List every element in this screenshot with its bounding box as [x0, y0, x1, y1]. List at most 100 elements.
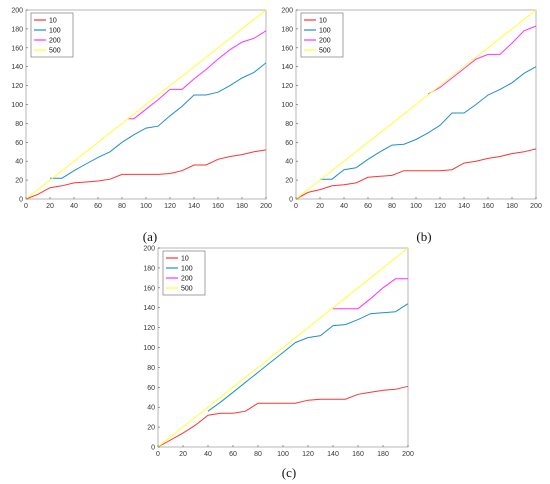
y-tick-label: 40 — [285, 159, 293, 166]
x-tick-label: 120 — [434, 203, 446, 210]
y-tick-label: 0 — [151, 445, 155, 452]
y-tick-label: 160 — [281, 45, 293, 52]
series-lines — [157, 247, 409, 448]
series-line-500 — [157, 247, 409, 448]
series-line-200 — [333, 278, 408, 310]
y-tick-label: 120 — [11, 83, 23, 90]
x-tick-label: 180 — [236, 203, 248, 210]
x-tick-label: 80 — [118, 203, 126, 210]
axes: 0 20 40 60 80 100 120 140 160 180 2000204060801001… — [281, 8, 542, 211]
legend-label-100: 100 — [181, 266, 193, 273]
x-tick-label: 0 — [294, 203, 298, 210]
x-tick-label: 0 — [24, 203, 28, 210]
legend-label-100: 100 — [49, 28, 61, 35]
y-tick-label: 80 — [147, 365, 155, 372]
x-tick-label: 140 — [458, 203, 470, 210]
legend-label-200: 200 — [181, 276, 193, 283]
x-tick-label: 180 — [506, 203, 518, 210]
x-tick-label: 160 — [482, 203, 494, 210]
y-tick-label: 200 — [281, 8, 293, 15]
y-tick-label: 20 — [285, 178, 293, 185]
y-tick-label: 100 — [143, 345, 155, 352]
x-tick-label: 100 — [277, 451, 289, 458]
chart-caption: (b) — [416, 229, 431, 244]
x-tick-label: 60 — [94, 203, 102, 210]
series-line-500 — [295, 9, 537, 200]
y-tick-label: 80 — [285, 121, 293, 128]
y-tick-label: 160 — [11, 45, 23, 52]
legend-label-500: 500 — [49, 48, 61, 55]
series-line-100 — [50, 62, 267, 179]
x-tick-label: 0 — [156, 451, 160, 458]
y-tick-label: 40 — [147, 405, 155, 412]
axes: 0 20 40 60 80 100 120 140 160 180 2000204060801001… — [11, 8, 272, 211]
legend-label-10: 10 — [319, 18, 327, 25]
x-tick-label: 60 — [364, 203, 372, 210]
x-tick-label: 80 — [388, 203, 396, 210]
x-tick-label: 40 — [70, 203, 78, 210]
x-tick-label: 100 — [140, 203, 152, 210]
chart-caption: (a) — [143, 229, 157, 244]
y-tick-label: 60 — [285, 140, 293, 147]
legend: 10 100 200 500 — [30, 12, 74, 58]
x-tick-label: 160 — [212, 203, 224, 210]
series-line-500 — [25, 9, 267, 200]
x-tick-label: 140 — [327, 451, 339, 458]
x-tick-label: 200 — [260, 203, 272, 210]
axes: 0 20 40 60 80 100 120 140 160 180 2000204060801001… — [143, 246, 414, 459]
series-line-10 — [25, 149, 267, 200]
y-tick-label: 160 — [143, 285, 155, 292]
legend-label-100: 100 — [319, 28, 331, 35]
y-tick-label: 0 — [289, 197, 293, 204]
x-tick-label: 160 — [352, 451, 364, 458]
legend-label-500: 500 — [319, 48, 331, 55]
legend-label-200: 200 — [49, 38, 61, 45]
y-tick-label: 20 — [147, 425, 155, 432]
legend: 10 100 200 500 — [162, 250, 206, 296]
chart-1: 0 20 40 60 80 100 120 140 160 180 2000204060801001… — [11, 8, 272, 245]
series-line-100 — [207, 303, 409, 412]
y-tick-label: 140 — [281, 64, 293, 71]
legend-label-10: 10 — [181, 256, 189, 263]
y-tick-label: 140 — [143, 305, 155, 312]
y-tick-label: 180 — [143, 265, 155, 272]
series-lines — [25, 9, 267, 200]
chart-3: 0 20 40 60 80 100 120 140 160 180 2000204060801001… — [143, 246, 414, 481]
series-line-100 — [320, 66, 537, 180]
series-line-10 — [157, 385, 409, 448]
y-tick-label: 180 — [281, 26, 293, 33]
x-tick-label: 100 — [410, 203, 422, 210]
chart-2: 0 20 40 60 80 100 120 140 160 180 2000204060801001… — [281, 8, 542, 245]
x-tick-label: 180 — [377, 451, 389, 458]
y-tick-label: 80 — [15, 121, 23, 128]
x-tick-label: 140 — [188, 203, 200, 210]
series-line-10 — [295, 148, 537, 200]
y-tick-label: 120 — [281, 83, 293, 90]
x-tick-label: 120 — [302, 451, 314, 458]
y-tick-label: 20 — [15, 178, 23, 185]
y-tick-label: 200 — [11, 8, 23, 15]
x-tick-label: 20 — [179, 451, 187, 458]
x-tick-label: 120 — [164, 203, 176, 210]
legend: 10 100 200 500 — [300, 12, 344, 58]
x-tick-label: 40 — [204, 451, 212, 458]
legend-label-500: 500 — [181, 286, 193, 293]
y-tick-label: 40 — [15, 159, 23, 166]
y-tick-label: 60 — [147, 385, 155, 392]
legend-label-10: 10 — [49, 18, 57, 25]
x-tick-label: 20 — [46, 203, 54, 210]
y-tick-label: 180 — [11, 26, 23, 33]
x-tick-label: 60 — [229, 451, 237, 458]
x-tick-label: 40 — [340, 203, 348, 210]
chart-caption: (c) — [282, 465, 296, 480]
series-line-200 — [427, 25, 537, 95]
y-tick-label: 60 — [15, 140, 23, 147]
series-lines — [295, 9, 537, 200]
x-tick-label: 20 — [316, 203, 324, 210]
legend-label-200: 200 — [319, 38, 331, 45]
x-tick-label: 200 — [402, 451, 414, 458]
x-tick-label: 200 — [530, 203, 542, 210]
y-tick-label: 100 — [281, 102, 293, 109]
x-tick-label: 80 — [254, 451, 262, 458]
